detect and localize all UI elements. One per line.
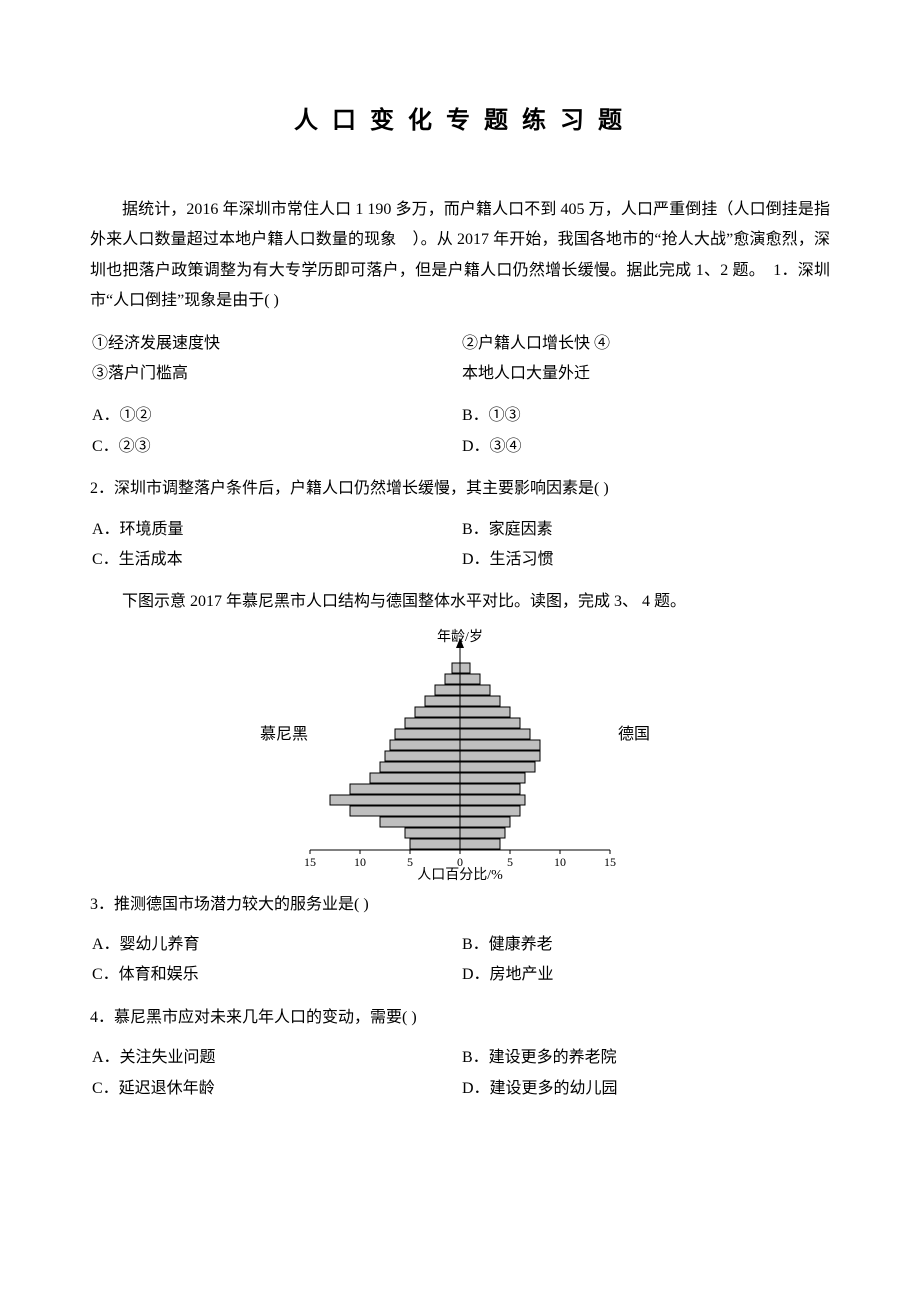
chart-container: 年龄/岁 慕尼黑 德国 15105051015人口百分比/% [90, 630, 830, 880]
q1-choice-a: A．①② [90, 401, 460, 431]
q1-choice-b: B．①③ [460, 401, 830, 431]
q1-choice-d: D．③④ [460, 432, 830, 462]
q2-choice-a: A．环境质量 [90, 515, 460, 545]
svg-text:10: 10 [554, 855, 566, 869]
q1-statements: ①经济发展速度快 ②户籍人口增长快 ④ ③落户门槛高 本地人口大量外迁 [90, 329, 830, 390]
q3-choice-d: D．房地产业 [460, 960, 830, 990]
chart-bottom-axis-label: 人口百分比/% [417, 864, 503, 884]
q4-choice-c: C．延迟退休年龄 [90, 1074, 460, 1104]
q4-choice-d: D．建设更多的幼儿园 [460, 1074, 830, 1104]
page: 人 口 变 化 专 题 练 习 题 据统计，2016 年深圳市常住人口 1 19… [0, 0, 920, 1302]
intro-paragraph: 据统计，2016 年深圳市常住人口 1 190 多万，而户籍人口不到 405 万… [90, 195, 830, 317]
chart-top-axis-label: 年龄/岁 [437, 626, 483, 646]
para-before-chart: 下图示意 2017 年慕尼黑市人口结构与德国整体水平对比。读图，完成 3、 4 … [90, 587, 830, 617]
pyramid-svg: 15105051015 [280, 630, 640, 880]
q4-choices: A．关注失业问题 B．建设更多的养老院 C．延迟退休年龄 D．建设更多的幼儿园 [90, 1043, 830, 1104]
q2-text: 2．深圳市调整落户条件后，户籍人口仍然增长缓慢，其主要影响因素是( ) [90, 474, 830, 504]
q3-choice-c: C．体育和娱乐 [90, 960, 460, 990]
q4-choice-b: B．建设更多的养老院 [460, 1043, 830, 1073]
svg-text:15: 15 [604, 855, 616, 869]
q2-choice-c: C．生活成本 [90, 545, 460, 575]
q2-choice-b: B．家庭因素 [460, 515, 830, 545]
chart-left-label: 慕尼黑 [260, 720, 308, 744]
page-title: 人 口 变 化 专 题 练 习 题 [90, 100, 830, 135]
chart-right-label: 德国 [618, 720, 650, 744]
q1-choices: A．①② B．①③ C．②③ D．③④ [90, 401, 830, 462]
q1-stmt-3: ③落户门槛高 [90, 359, 460, 389]
q4-choice-a: A．关注失业问题 [90, 1043, 460, 1073]
q4-text: 4．慕尼黑市应对未来几年人口的变动，需要( ) [90, 1003, 830, 1033]
q3-text: 3．推测德国市场潜力较大的服务业是( ) [90, 890, 830, 920]
q1-choice-c: C．②③ [90, 432, 460, 462]
q1-stmt-4: 本地人口大量外迁 [460, 359, 830, 389]
svg-text:5: 5 [407, 855, 413, 869]
q1-stmt-1: ①经济发展速度快 [90, 329, 460, 359]
q1-stmt-2: ②户籍人口增长快 ④ [460, 329, 830, 359]
svg-text:5: 5 [507, 855, 513, 869]
q3-choice-b: B．健康养老 [460, 930, 830, 960]
q2-choice-d: D．生活习惯 [460, 545, 830, 575]
svg-text:10: 10 [354, 855, 366, 869]
svg-text:15: 15 [304, 855, 316, 869]
q3-choices: A．婴幼儿养育 B．健康养老 C．体育和娱乐 D．房地产业 [90, 930, 830, 991]
population-pyramid-chart: 年龄/岁 慕尼黑 德国 15105051015人口百分比/% [280, 630, 640, 880]
q2-choices: A．环境质量 B．家庭因素 C．生活成本 D．生活习惯 [90, 515, 830, 576]
q3-choice-a: A．婴幼儿养育 [90, 930, 460, 960]
